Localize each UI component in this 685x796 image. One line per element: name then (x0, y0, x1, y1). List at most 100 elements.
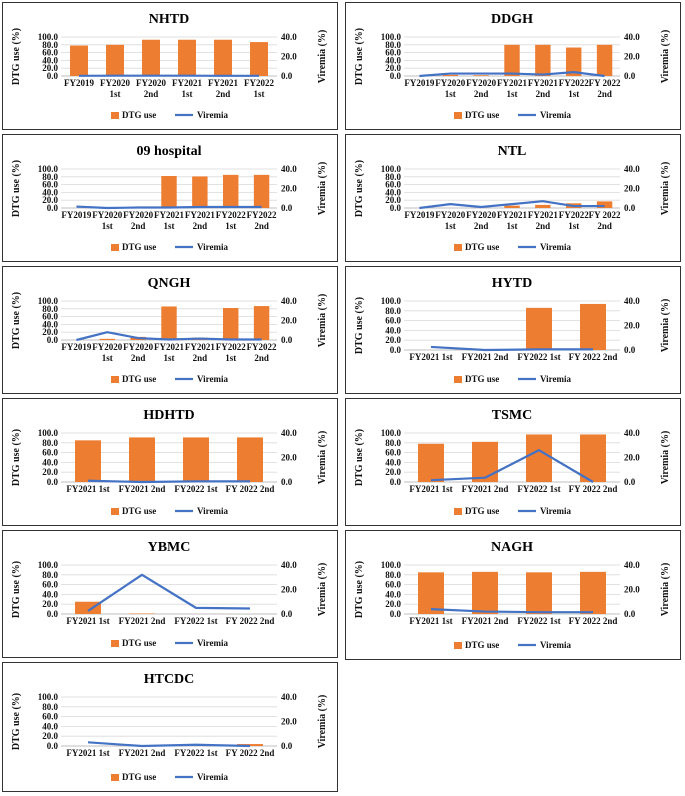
left-tick-label: 0.0 (390, 477, 402, 487)
left-axis-label: DTG use (%) (11, 292, 22, 349)
dtg-bar (142, 39, 160, 76)
left-tick-label: 80.0 (42, 172, 58, 182)
right-tick-label: 20.0 (624, 585, 640, 595)
right-axis-label: Viremia (%) (317, 431, 328, 485)
viremia-line (430, 449, 594, 483)
dtg-bar (566, 47, 582, 76)
x-tick-label: 1st (445, 221, 456, 231)
dtg-bar (75, 440, 101, 482)
left-tick-label: 100.0 (381, 296, 402, 306)
dtg-bar (253, 174, 270, 208)
left-tick-label: 60.0 (385, 448, 401, 458)
legend-line-label: Viremia (197, 242, 228, 252)
right-axis-label: Viremia (%) (660, 299, 671, 353)
dtg-bar (580, 571, 606, 614)
left-axis-label: DTG use (%) (354, 28, 365, 85)
legend-bar-label: DTG use (465, 242, 499, 252)
legend-line-label: Viremia (540, 110, 571, 120)
x-tick-label: FY2020 (100, 78, 130, 88)
left-tick-label: 0.0 (390, 345, 402, 355)
x-tick-label: 1st (568, 221, 579, 231)
x-tick-label: 2nd (597, 221, 612, 231)
right-tick-label: 20.0 (281, 717, 297, 727)
x-tick-label: FY2019 (404, 78, 434, 88)
x-tick-label: FY 2022 2nd (226, 748, 275, 758)
x-tick-label: FY2021 2nd (462, 616, 509, 626)
x-tick-label: 1st (507, 221, 518, 231)
right-tick-label: 0.0 (281, 71, 293, 81)
chart-svg: QNGH0.020.040.060.080.0100.00.020.040.0D… (11, 276, 328, 384)
left-axis-label: DTG use (%) (354, 561, 365, 618)
x-tick-label: 1st (102, 221, 113, 231)
right-tick-label: 20.0 (624, 52, 640, 62)
left-tick-label: 80.0 (385, 570, 401, 580)
left-tick-label: 60.0 (42, 712, 58, 722)
right-tick-label: 0.0 (624, 71, 636, 81)
chart-svg: NHTD0.020.040.060.080.0100.00.020.040.0D… (11, 12, 328, 120)
right-tick-label: 0.0 (624, 345, 636, 355)
left-tick-label: 0.0 (47, 609, 59, 619)
chart-svg: YBMC0.020.040.060.080.0100.00.020.040.0D… (11, 540, 328, 648)
legend-bar-swatch (454, 244, 462, 251)
chart-svg: DDGH0.020.040.060.080.0100.00.020.040.0D… (354, 12, 671, 120)
left-axis-label: DTG use (%) (11, 160, 22, 217)
right-tick-label: 20.0 (624, 184, 640, 194)
right-tick-label: 0.0 (624, 609, 636, 619)
legend-bar-label: DTG use (465, 374, 499, 384)
x-tick-label: FY2020 (435, 78, 465, 88)
dtg-bar (472, 571, 498, 614)
left-tick-label: 60.0 (385, 48, 401, 58)
x-tick-label: FY2021 (497, 210, 527, 220)
left-tick-label: 20.0 (385, 195, 401, 205)
x-tick-label: FY2021 (185, 210, 215, 220)
dtg-bar (472, 441, 498, 482)
viremia-line (87, 741, 251, 748)
left-tick-label: 100.0 (381, 428, 402, 438)
dtg-bar (161, 176, 177, 208)
left-tick-label: 100.0 (38, 296, 59, 306)
x-tick-label: FY2019 (404, 210, 434, 220)
dtg-bar (418, 443, 444, 482)
x-tick-label: FY2022 (247, 210, 277, 220)
right-axis-label: Viremia (%) (660, 162, 671, 216)
legend-bar-label: DTG use (122, 110, 156, 120)
x-tick-label: FY2021 2nd (119, 484, 166, 494)
left-tick-label: 100.0 (38, 164, 59, 174)
left-tick-label: 0.0 (390, 609, 402, 619)
viremia-line (76, 205, 262, 210)
legend-bar-label: DTG use (122, 772, 156, 782)
chart-panel: YBMC 0.0 20.0 40.0 60.0 80.0 100.0 0.0 20.0 40.0 D… (2, 530, 338, 658)
legend-bar-label: DTG use (122, 242, 156, 252)
right-tick-label: 40.0 (281, 32, 297, 42)
chart-svg: NTL0.020.040.060.080.0100.00.020.040.0DT… (354, 144, 671, 252)
legend-line-label: Viremia (197, 374, 228, 384)
x-tick-label: 2nd (131, 353, 146, 363)
legend-line-label: Viremia (197, 772, 228, 782)
left-tick-label: 60.0 (385, 580, 401, 590)
legend-line-label: Viremia (197, 638, 228, 648)
right-tick-label: 0.0 (281, 335, 293, 345)
left-tick-label: 80.0 (42, 438, 58, 448)
dtg-bar (504, 44, 520, 76)
x-tick-label: 2nd (216, 89, 231, 99)
dtg-bar (237, 437, 263, 482)
right-tick-label: 20.0 (624, 321, 640, 331)
x-tick-label: FY2021 (497, 78, 527, 88)
legend-line-label: Viremia (197, 110, 228, 120)
dtg-bar (504, 205, 520, 208)
x-tick-label: FY2020 (466, 78, 496, 88)
x-tick-label: FY2021 (154, 210, 184, 220)
dtg-bar (580, 434, 606, 482)
left-tick-label: 40.0 (385, 589, 401, 599)
left-tick-label: 60.0 (385, 180, 401, 190)
x-tick-label: FY 2022 2nd (226, 616, 275, 626)
legend-line-label: Viremia (197, 506, 228, 516)
dtg-bar (192, 176, 208, 208)
right-axis-label: Viremia (%) (317, 695, 328, 749)
chart-title: DDGH (491, 12, 533, 27)
x-tick-label: FY2021 (208, 78, 238, 88)
chart-panel: TSMC 0.0 20.0 40.0 60.0 80.0 100.0 0.0 20.0 40.0 D… (345, 398, 681, 526)
dtg-bar (250, 42, 268, 76)
right-tick-label: 20.0 (281, 453, 297, 463)
x-tick-label: FY2022 (216, 342, 246, 352)
